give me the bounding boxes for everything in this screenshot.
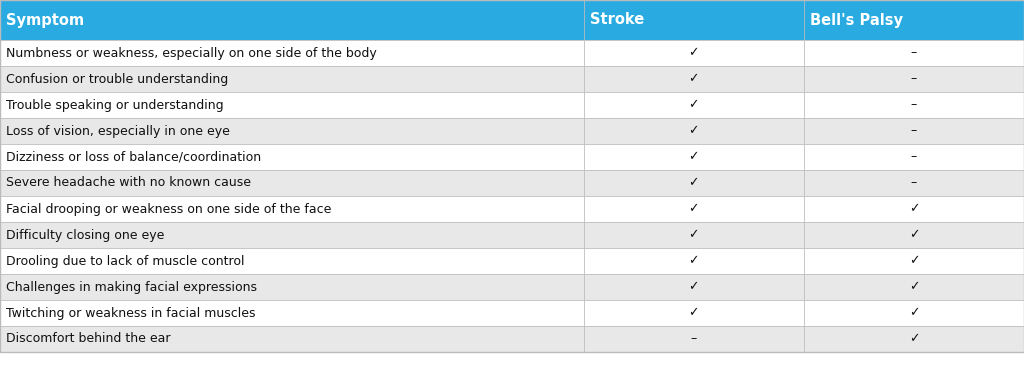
Text: Loss of vision, especially in one eye: Loss of vision, especially in one eye [6, 124, 229, 138]
Bar [584, 274, 804, 300]
Text: Challenges in making facial expressions: Challenges in making facial expressions [6, 280, 257, 294]
Text: Stroke: Stroke [590, 12, 644, 27]
Text: ✓: ✓ [688, 124, 699, 138]
Bar [804, 66, 1024, 92]
Bar [804, 170, 1024, 196]
Bar [804, 0, 1024, 40]
Text: ✓: ✓ [908, 280, 920, 294]
Text: ✓: ✓ [908, 228, 920, 242]
Text: ✓: ✓ [688, 202, 699, 216]
Text: ✓: ✓ [908, 332, 920, 346]
Bar [0, 196, 584, 222]
Text: ✓: ✓ [688, 72, 699, 86]
Bar [0, 144, 584, 170]
Bar [804, 144, 1024, 170]
Bar [584, 170, 804, 196]
Bar [804, 92, 1024, 118]
Text: –: – [910, 72, 918, 86]
Text: ✓: ✓ [688, 280, 699, 294]
Text: ✓: ✓ [688, 176, 699, 190]
Bar [584, 92, 804, 118]
Bar [0, 326, 584, 352]
Text: ✓: ✓ [688, 228, 699, 242]
Bar [0, 300, 584, 326]
Bar [0, 92, 584, 118]
Bar [0, 0, 584, 40]
Text: –: – [910, 46, 918, 60]
Bar [584, 0, 804, 40]
Text: ✓: ✓ [908, 306, 920, 320]
Bar [584, 222, 804, 248]
Bar [804, 300, 1024, 326]
Text: Difficulty closing one eye: Difficulty closing one eye [6, 228, 165, 242]
Bar [0, 40, 584, 66]
Bar [0, 222, 584, 248]
Bar [804, 40, 1024, 66]
Text: Twitching or weakness in facial muscles: Twitching or weakness in facial muscles [6, 306, 256, 320]
Bar [584, 326, 804, 352]
Bar [804, 118, 1024, 144]
Text: Drooling due to lack of muscle control: Drooling due to lack of muscle control [6, 254, 245, 268]
Bar [584, 196, 804, 222]
Bar [804, 196, 1024, 222]
Text: ✓: ✓ [688, 306, 699, 320]
Text: –: – [910, 98, 918, 112]
Text: –: – [690, 332, 697, 346]
Text: ✓: ✓ [688, 46, 699, 60]
Text: ✓: ✓ [688, 150, 699, 164]
Bar [804, 274, 1024, 300]
Bar [804, 222, 1024, 248]
Text: Bell's Palsy: Bell's Palsy [810, 12, 903, 27]
Bar [804, 248, 1024, 274]
Text: –: – [910, 124, 918, 138]
Text: Dizziness or loss of balance/coordination: Dizziness or loss of balance/coordinatio… [6, 150, 261, 164]
Bar [584, 40, 804, 66]
Text: ✓: ✓ [688, 98, 699, 112]
Text: ✓: ✓ [908, 202, 920, 216]
Text: –: – [910, 176, 918, 190]
Text: Severe headache with no known cause: Severe headache with no known cause [6, 176, 251, 190]
Bar [0, 248, 584, 274]
Bar [584, 118, 804, 144]
Text: Numbness or weakness, especially on one side of the body: Numbness or weakness, especially on one … [6, 46, 377, 60]
Text: Symptom: Symptom [6, 12, 84, 27]
Text: Discomfort behind the ear: Discomfort behind the ear [6, 332, 171, 346]
Bar [584, 248, 804, 274]
Bar [584, 66, 804, 92]
Text: ✓: ✓ [908, 254, 920, 268]
Text: –: – [910, 150, 918, 164]
Bar [0, 118, 584, 144]
Bar [0, 66, 584, 92]
Text: ✓: ✓ [688, 254, 699, 268]
Text: Trouble speaking or understanding: Trouble speaking or understanding [6, 98, 223, 112]
Text: Confusion or trouble understanding: Confusion or trouble understanding [6, 72, 228, 86]
Bar [0, 170, 584, 196]
Bar [804, 326, 1024, 352]
Bar [0, 274, 584, 300]
Bar [584, 300, 804, 326]
Text: Facial drooping or weakness on one side of the face: Facial drooping or weakness on one side … [6, 202, 332, 216]
Bar [584, 144, 804, 170]
